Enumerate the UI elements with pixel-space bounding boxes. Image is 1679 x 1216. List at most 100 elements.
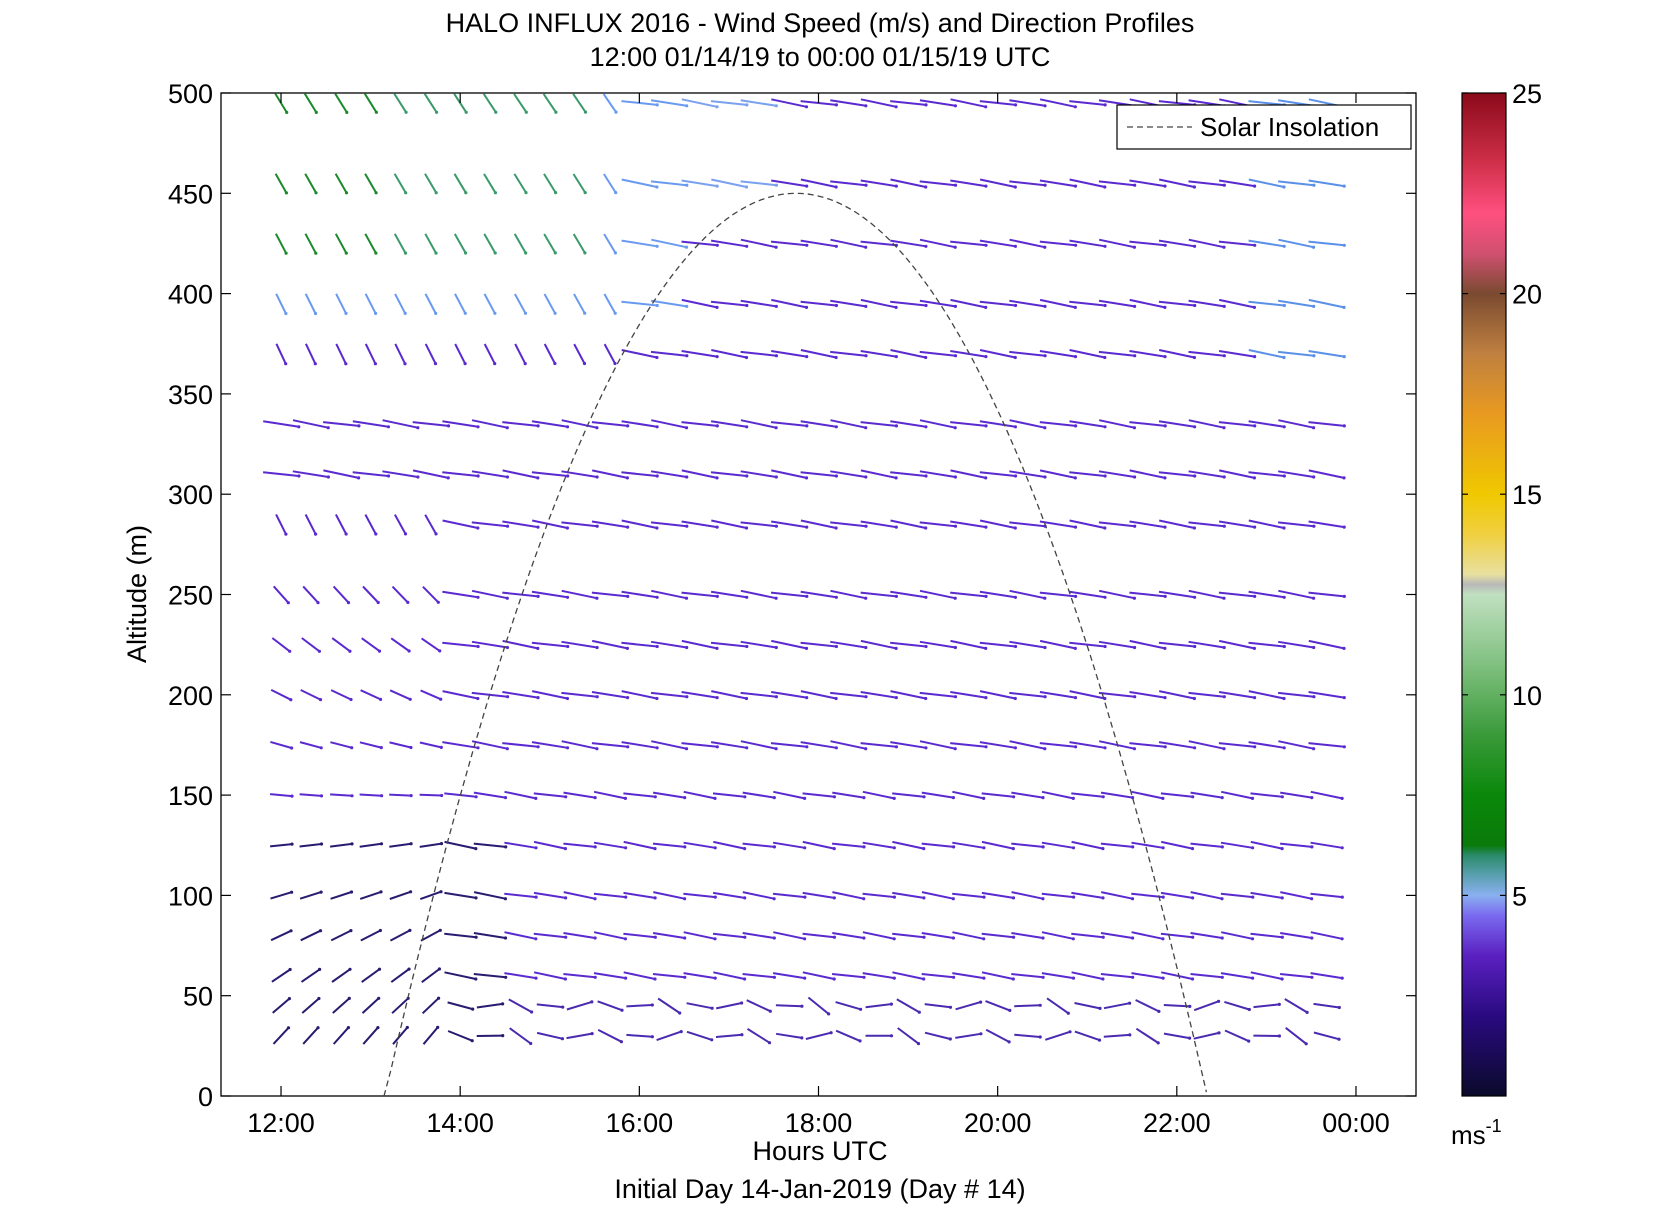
wind-arrow xyxy=(1248,519,1285,529)
wind-arrow xyxy=(800,519,837,529)
wind-arrow-head xyxy=(1252,646,1256,651)
wind-arrow xyxy=(389,793,412,797)
wind-arrow xyxy=(681,591,718,598)
wind-arrow-head xyxy=(289,929,293,933)
wind-arrow xyxy=(862,892,895,899)
wind-arrow xyxy=(890,471,927,477)
wind-arrow xyxy=(1188,589,1225,600)
wind-arrow-head xyxy=(553,251,557,255)
wind-arrow xyxy=(832,791,865,799)
wind-arrow-head xyxy=(1071,796,1075,801)
wind-arrow-head xyxy=(1252,305,1256,309)
wind-arrow xyxy=(1190,973,1223,979)
wind-arrow-head xyxy=(346,601,351,605)
wind-arrow-head xyxy=(564,896,568,900)
wind-arrow xyxy=(800,641,837,648)
wind-arrow xyxy=(1190,791,1223,799)
wind-arrow-head xyxy=(595,596,599,600)
wind-arrow xyxy=(419,741,442,749)
wind-arrow-head xyxy=(894,105,898,109)
wind-arrow xyxy=(1009,180,1046,187)
wind-arrow xyxy=(740,470,777,478)
wind-arrow xyxy=(919,521,956,528)
wind-arrow-head xyxy=(1133,524,1137,528)
wind-arrow xyxy=(892,971,924,980)
wind-arrow-head xyxy=(326,426,330,430)
wind-arrow-head xyxy=(1280,935,1284,939)
wind-arrow-head xyxy=(832,896,836,900)
wind-arrow xyxy=(1158,178,1195,188)
wind-arrow-head xyxy=(318,967,322,972)
wind-arrow xyxy=(1129,350,1166,358)
wind-arrow xyxy=(979,690,1016,700)
wind-arrow-head xyxy=(374,191,378,195)
wind-arrow xyxy=(597,1029,622,1043)
wind-arrow-head xyxy=(1014,474,1018,478)
x-axis-label: Hours UTC xyxy=(752,1136,887,1166)
wind-arrow-head xyxy=(313,311,318,316)
wind-arrow xyxy=(802,792,835,798)
wind-arrow-head xyxy=(1013,185,1017,189)
wind-arrow xyxy=(424,343,437,365)
wind-arrow xyxy=(710,471,747,477)
wind-arrow xyxy=(1218,179,1255,188)
wind-arrow-head xyxy=(1251,846,1255,850)
colorbar-ticks: 5 10 15 20 25 xyxy=(1462,79,1542,911)
wind-arrow xyxy=(1069,349,1106,359)
wind-arrow xyxy=(442,420,479,428)
wind-arrow xyxy=(591,742,628,748)
wind-arrow-head xyxy=(1161,846,1165,850)
wind-arrow xyxy=(359,890,382,900)
solar-insolation-curve xyxy=(383,192,1208,1097)
wind-arrow xyxy=(621,178,658,188)
wind-arrow xyxy=(603,343,616,364)
wind-arrow xyxy=(681,298,718,309)
wind-arrow-head xyxy=(1013,526,1017,530)
wind-arrow xyxy=(621,349,658,359)
wind-arrow xyxy=(621,690,658,700)
wind-arrow-head xyxy=(1128,1033,1132,1037)
wind-arrow-head xyxy=(373,362,377,366)
wind-arrow xyxy=(1308,298,1345,309)
wind-arrow-head xyxy=(1193,303,1197,308)
wind-arrow xyxy=(651,238,687,249)
wind-arrow xyxy=(715,1002,742,1010)
wind-arrow-head xyxy=(1073,184,1078,188)
wind-arrow xyxy=(1248,300,1285,307)
wind-arrow-head xyxy=(982,895,986,899)
wind-arrow-head xyxy=(1342,696,1346,700)
wind-arrow-head xyxy=(1066,1011,1070,1015)
y-tick-label: 500 xyxy=(168,79,213,109)
wind-arrow-head xyxy=(859,1007,863,1011)
wind-arrow xyxy=(710,420,747,428)
wind-arrow-head xyxy=(774,245,778,249)
wind-arrow xyxy=(1160,971,1193,980)
wind-arrow xyxy=(1069,100,1106,106)
wind-arrow xyxy=(1098,180,1135,187)
wind-arrow-head xyxy=(566,474,570,478)
wind-arrow-head xyxy=(827,1012,831,1016)
wind-arrow xyxy=(1129,179,1166,188)
wind-arrow-head xyxy=(834,103,839,107)
wind-arrow-head xyxy=(374,532,378,536)
wind-arrow xyxy=(681,469,718,479)
colorbar-gradient xyxy=(1461,92,1507,1097)
wind-arrow-head xyxy=(416,426,420,430)
y-tick-label: 250 xyxy=(168,581,213,611)
x-tick-label: 14:00 xyxy=(426,1108,494,1138)
wind-arrow xyxy=(359,842,382,848)
wind-arrow-head xyxy=(745,595,749,599)
y-axis: 0 50 100 150 200 250 300 350 400 450 500 xyxy=(168,79,1416,1112)
wind-arrow xyxy=(710,100,747,106)
wind-arrow-head xyxy=(1074,745,1078,749)
wind-arrow xyxy=(566,1000,593,1011)
wind-arrow-head xyxy=(408,928,412,933)
wind-arrow xyxy=(830,350,867,357)
wind-arrow-head xyxy=(1312,695,1316,699)
wind-arrow xyxy=(1071,840,1104,850)
wind-arrow-head xyxy=(494,110,498,114)
wind-arrow-head xyxy=(710,1038,714,1042)
wind-arrow xyxy=(1129,691,1166,699)
wind-arrow-head xyxy=(1222,524,1226,528)
wind-arrow-head xyxy=(313,362,317,366)
